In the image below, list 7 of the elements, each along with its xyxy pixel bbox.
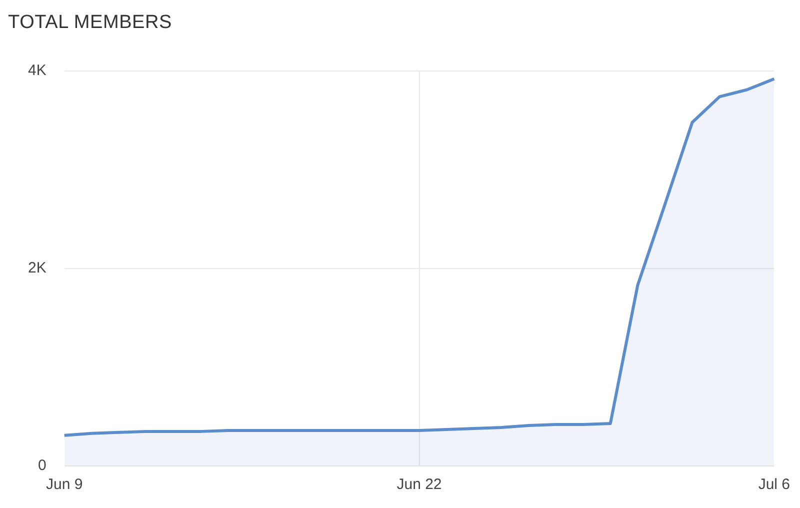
x-tick-label: Jun 22	[396, 476, 442, 494]
y-tick-label: 2K	[28, 260, 46, 277]
y-tick-label: 0	[38, 457, 46, 474]
x-tick-label: Jul 6	[758, 476, 790, 494]
x-tick-label: Jun 9	[46, 476, 83, 494]
y-tick-label: 4K	[28, 62, 46, 80]
chart-title: TOTAL MEMBERS	[8, 12, 172, 34]
